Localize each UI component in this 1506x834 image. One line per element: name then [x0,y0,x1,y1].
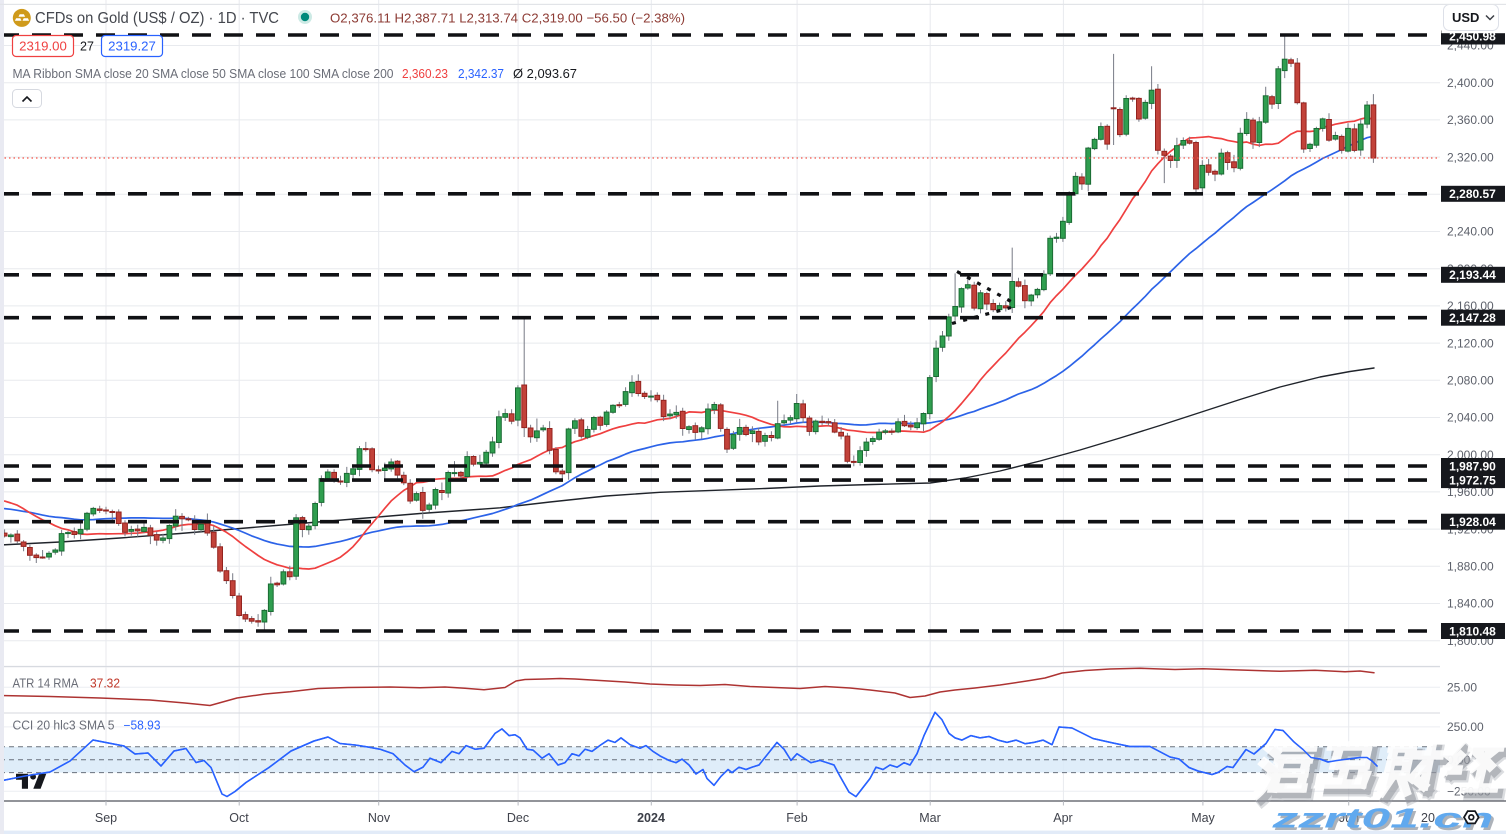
svg-text:2,193.44: 2,193.44 [1449,268,1496,282]
svg-text:2,160.00: 2,160.00 [1447,299,1494,313]
svg-text:2,080.00: 2,080.00 [1447,374,1494,388]
svg-text:ATR 14 RMA: ATR 14 RMA [13,677,80,691]
svg-text:2,280.57: 2,280.57 [1449,187,1496,201]
svg-text:2319.00: 2319.00 [19,39,67,54]
svg-text:2,342.37: 2,342.37 [458,66,504,81]
svg-text:Mar: Mar [919,811,941,825]
svg-text:Oct: Oct [229,811,249,825]
svg-text:2,240.00: 2,240.00 [1447,225,1494,239]
svg-text:Sep: Sep [95,811,117,825]
svg-text:O2,376.11 H2,387.71 L2,313.74: O2,376.11 H2,387.71 L2,313.74 C2,319.00 … [330,10,685,25]
svg-text:2,360.00: 2,360.00 [1447,113,1494,127]
svg-text:1,928.04: 1,928.04 [1449,515,1496,529]
svg-text:Feb: Feb [786,811,808,825]
svg-text:27: 27 [80,40,94,54]
svg-text:1,810.48: 1,810.48 [1449,624,1496,638]
svg-text:Nov: Nov [368,811,391,825]
svg-text:37.32: 37.32 [90,677,120,691]
svg-text:2024: 2024 [637,811,665,825]
svg-text:1,972.75: 1,972.75 [1449,473,1496,487]
svg-text:USD: USD [1452,10,1479,25]
svg-text:Dec: Dec [507,811,529,825]
svg-text:1,840.00: 1,840.00 [1447,597,1494,611]
svg-text:2,360.23: 2,360.23 [402,66,448,81]
svg-text:2,400.00: 2,400.00 [1447,76,1494,90]
svg-text:Ø 2,093.67: Ø 2,093.67 [513,66,577,81]
svg-text:2319.27: 2319.27 [108,39,156,54]
svg-text:MA Ribbon SMA close 20 SMA clo: MA Ribbon SMA close 20 SMA close 50 SMA … [13,66,394,81]
svg-text:2,040.00: 2,040.00 [1447,411,1494,425]
svg-text:zzrt01.cn: zzrt01.cn [1271,803,1494,834]
svg-text:CFDs on Gold (US$ / OZ) · 1D ·: CFDs on Gold (US$ / OZ) · 1D · TVC [35,10,279,27]
svg-text:May: May [1191,811,1215,825]
svg-text:zzrt01.cn: zzrt01.cn [1273,805,1496,834]
svg-text:2,120.00: 2,120.00 [1447,336,1494,350]
svg-text:1,960.00: 1,960.00 [1447,485,1494,499]
svg-text:20: 20 [1421,811,1435,825]
svg-text:2,147.28: 2,147.28 [1449,311,1496,325]
svg-text:1,987.90: 1,987.90 [1449,459,1496,473]
svg-text:25.00: 25.00 [1447,680,1477,694]
svg-text:Apr: Apr [1053,811,1072,825]
svg-text:Jun: Jun [1339,811,1359,825]
svg-text:250.00: 250.00 [1447,720,1484,734]
svg-text:−58.93: −58.93 [124,719,161,733]
svg-text:1,880.00: 1,880.00 [1447,560,1494,574]
svg-text:2,320.00: 2,320.00 [1447,150,1494,164]
svg-text:CCI 20 hlc3 SMA 5: CCI 20 hlc3 SMA 5 [13,719,115,733]
